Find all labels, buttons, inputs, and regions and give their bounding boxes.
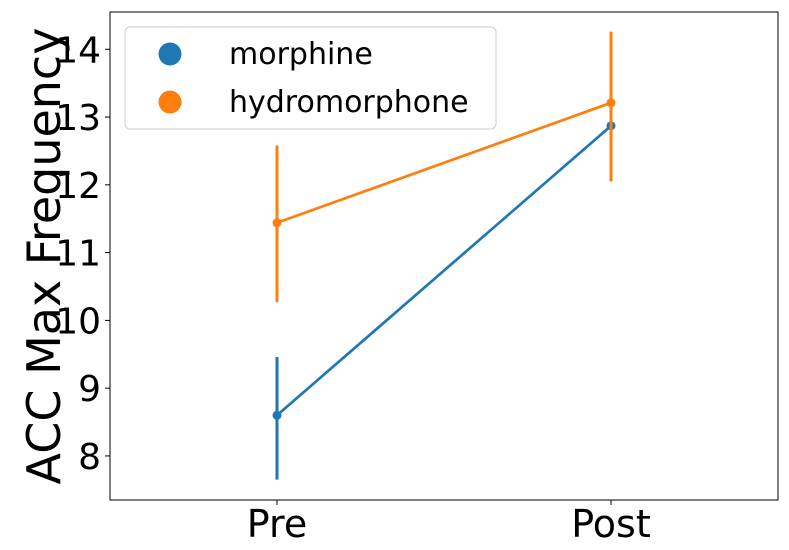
hydromorphone-point <box>272 218 282 228</box>
y-tick-label: 10 <box>55 301 101 342</box>
y-tick-label: 9 <box>78 369 101 410</box>
legend-frame <box>124 26 497 130</box>
axis-ticks: 8 9 10 11 12 13 14 Pre Post <box>55 30 651 546</box>
y-tick-label: 12 <box>55 166 101 207</box>
morphine-point <box>272 410 282 420</box>
legend-label: hydromorphone <box>229 85 469 120</box>
plot-marks <box>272 31 616 480</box>
legend-marker <box>158 42 182 66</box>
y-tick-label: 14 <box>55 30 101 71</box>
legend: morphine hydromorphone <box>124 26 497 130</box>
hydromorphone-point <box>606 98 616 108</box>
hydromorphone-line <box>276 101 612 225</box>
legend-label: morphine <box>229 37 373 72</box>
legend-marker <box>158 90 182 114</box>
y-tick-label: 11 <box>55 234 101 275</box>
x-tick-label: Post <box>571 502 651 546</box>
morphine-line <box>276 124 612 417</box>
y-tick-label: 8 <box>78 437 101 478</box>
y-tick-label: 13 <box>55 98 101 139</box>
y-axis-label: ACC Max Frequency <box>17 28 71 485</box>
plot-frame <box>109 11 779 501</box>
x-tick-label: Pre <box>247 502 307 546</box>
